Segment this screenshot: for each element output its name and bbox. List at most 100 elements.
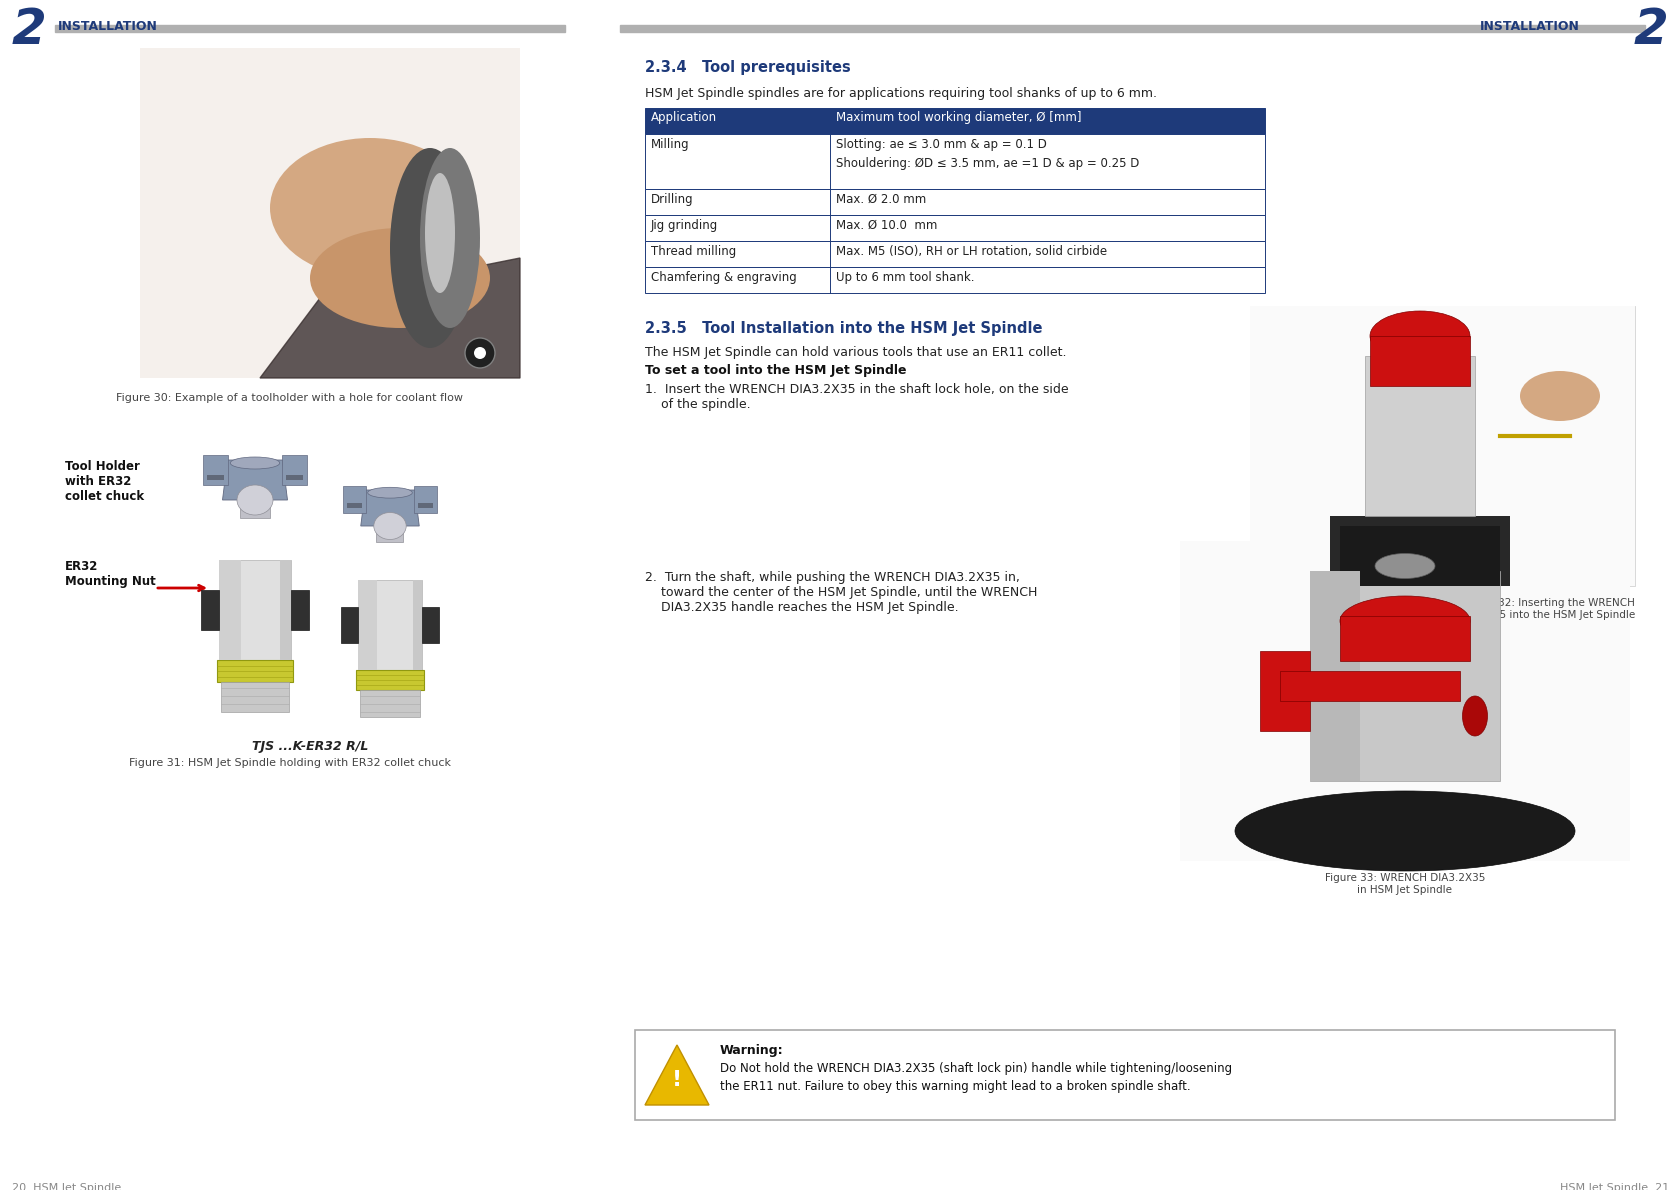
Text: HSM Jet Spindle spindles are for applications requiring tool shanks of up to 6 m: HSM Jet Spindle spindles are for applica… [645, 87, 1156, 100]
Text: TJS ...K-ER32 R/L: TJS ...K-ER32 R/L [252, 740, 368, 753]
Bar [645, 215, 1265, 242]
Bar [412, 580, 422, 670]
Bar [1329, 516, 1509, 585]
Bar [645, 242, 1265, 267]
Bar [360, 690, 420, 716]
Text: Figure 33: WRENCH DIA3.2X35
in HSM Jet Spindle: Figure 33: WRENCH DIA3.2X35 in HSM Jet S… [1324, 873, 1485, 895]
Bar [1339, 616, 1468, 660]
Ellipse shape [1462, 696, 1487, 735]
Ellipse shape [230, 457, 279, 469]
Text: Figure 30: Example of a toolholder with a hole for coolant flow: Figure 30: Example of a toolholder with … [116, 393, 464, 403]
Bar [645, 108, 1265, 134]
Bar [139, 48, 519, 378]
Text: Tool Holder
with ER32
collet chuck: Tool Holder with ER32 collet chuck [66, 461, 144, 503]
Bar [418, 502, 432, 507]
Bar [341, 607, 358, 643]
Text: 2.3.5   Tool Installation into the HSM Jet Spindle: 2.3.5 Tool Installation into the HSM Jet… [645, 321, 1042, 336]
Bar [1260, 651, 1309, 731]
Ellipse shape [1519, 371, 1599, 421]
Text: Figure 32: Inserting the WRENCH
DIA3.2X35 into the HSM Jet Spindle: Figure 32: Inserting the WRENCH DIA3.2X3… [1450, 599, 1635, 620]
Ellipse shape [1339, 596, 1468, 646]
Text: Application: Application [650, 111, 717, 124]
Bar [220, 682, 289, 712]
Polygon shape [260, 258, 519, 378]
Text: 20  HSM Jet Spindle: 20 HSM Jet Spindle [12, 1183, 121, 1190]
Bar [1278, 671, 1460, 701]
Ellipse shape [270, 138, 470, 278]
Text: INSTALLATION: INSTALLATION [1480, 20, 1579, 33]
Ellipse shape [309, 228, 489, 328]
Text: 1.  Insert the WRENCH DIA3.2X35 in the shaft lock hole, on the side
    of the s: 1. Insert the WRENCH DIA3.2X35 in the sh… [645, 383, 1068, 411]
Bar [356, 670, 423, 690]
Ellipse shape [1235, 791, 1574, 871]
Bar [240, 500, 270, 518]
Text: Figure 31: HSM Jet Spindle holding with ER32 collet chuck: Figure 31: HSM Jet Spindle holding with … [129, 758, 450, 768]
Text: Max. Ø 2.0 mm: Max. Ø 2.0 mm [835, 193, 926, 206]
Bar [218, 560, 240, 660]
Text: ER32
Mounting Nut: ER32 Mounting Nut [66, 560, 156, 588]
Text: Jig grinding: Jig grinding [650, 219, 717, 232]
Bar [139, 48, 519, 378]
Polygon shape [222, 461, 287, 500]
Ellipse shape [425, 173, 455, 293]
Bar [281, 560, 291, 660]
Bar [343, 486, 366, 513]
Bar [645, 267, 1265, 293]
Text: Max. M5 (ISO), RH or LH rotation, solid cirbide: Max. M5 (ISO), RH or LH rotation, solid … [835, 245, 1107, 258]
Text: Up to 6 mm tool shank.: Up to 6 mm tool shank. [835, 271, 974, 284]
Bar [1250, 306, 1635, 585]
Bar [620, 25, 1645, 32]
Text: Max. Ø 10.0  mm: Max. Ø 10.0 mm [835, 219, 937, 232]
Bar [217, 660, 292, 682]
Ellipse shape [373, 513, 407, 539]
Bar [1309, 571, 1499, 781]
Bar [1309, 571, 1359, 781]
Text: Slotting: ae ≤ 3.0 mm & ap = 0.1 D
Shouldering: ØD ≤ 3.5 mm, ae =1 D & ap = 0.25: Slotting: ae ≤ 3.0 mm & ap = 0.1 D Shoul… [835, 138, 1139, 170]
Bar [358, 580, 422, 670]
Bar [203, 455, 228, 486]
Text: 2: 2 [1633, 6, 1667, 54]
Bar [358, 580, 376, 670]
Bar [291, 590, 309, 630]
Bar [376, 526, 403, 543]
Text: Do Not hold the WRENCH DIA3.2X35 (shaft lock pin) handle while tightening/loosen: Do Not hold the WRENCH DIA3.2X35 (shaft … [719, 1061, 1231, 1092]
Bar [1250, 306, 1635, 585]
Text: HSM Jet Spindle  21: HSM Jet Spindle 21 [1559, 1183, 1668, 1190]
Bar [422, 607, 438, 643]
Text: Warning:: Warning: [719, 1044, 783, 1057]
Text: 2: 2 [12, 6, 47, 54]
Polygon shape [361, 490, 418, 526]
Bar [207, 475, 223, 480]
Polygon shape [645, 1045, 709, 1106]
Text: Maximum tool working diameter, Ø [mm]: Maximum tool working diameter, Ø [mm] [835, 111, 1080, 124]
Ellipse shape [368, 487, 412, 499]
Ellipse shape [1369, 311, 1468, 361]
Text: Drilling: Drilling [650, 193, 694, 206]
Ellipse shape [420, 148, 480, 328]
Ellipse shape [237, 486, 272, 515]
Bar [645, 134, 1265, 189]
Ellipse shape [1374, 553, 1435, 578]
Bar [202, 590, 218, 630]
Bar [1339, 526, 1499, 585]
Bar [645, 189, 1265, 215]
Text: Chamfering & engraving: Chamfering & engraving [650, 271, 796, 284]
Bar [218, 560, 291, 660]
Bar [1364, 356, 1473, 516]
Bar [348, 502, 361, 507]
Text: The HSM Jet Spindle can hold various tools that use an ER11 collet.: The HSM Jet Spindle can hold various too… [645, 346, 1065, 359]
Ellipse shape [390, 148, 470, 347]
Bar [282, 455, 307, 486]
Bar [286, 475, 302, 480]
Bar [1369, 336, 1468, 386]
Text: Milling: Milling [650, 138, 689, 151]
Text: 2.  Turn the shaft, while pushing the WRENCH DIA3.2X35 in,
    toward the center: 2. Turn the shaft, while pushing the WRE… [645, 571, 1037, 614]
Text: INSTALLATION: INSTALLATION [59, 20, 158, 33]
Circle shape [474, 347, 486, 359]
Text: 2.3.4   Tool prerequisites: 2.3.4 Tool prerequisites [645, 60, 850, 75]
Bar [413, 486, 437, 513]
Text: To set a tool into the HSM Jet Spindle: To set a tool into the HSM Jet Spindle [645, 364, 906, 377]
Circle shape [465, 338, 494, 368]
Text: Thread milling: Thread milling [650, 245, 736, 258]
Bar [1179, 541, 1630, 862]
